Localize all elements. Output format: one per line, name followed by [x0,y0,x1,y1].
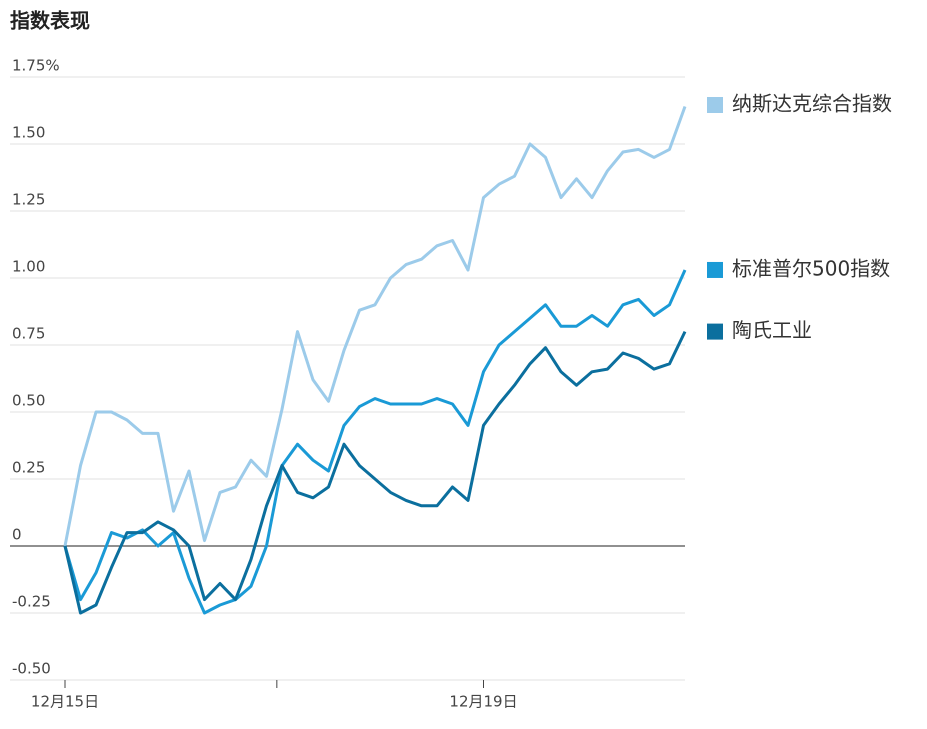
y-tick-label: 0.50 [12,392,45,410]
legend-swatch [707,97,723,113]
y-tick-label: 0 [12,526,22,544]
y-tick-label: 1.00 [12,258,45,276]
legend-label: 纳斯达克综合指数 [732,92,892,116]
y-tick-label: 0.25 [12,459,45,477]
y-tick-label: 0.75 [12,325,45,343]
chart-title: 指数表现 [10,9,90,33]
legend-swatch [707,261,723,278]
series-line [63,330,687,615]
series-line [63,105,687,547]
x-tick-label: 12月19日 [449,693,517,711]
y-tick-label: -0.50 [12,660,51,678]
series-line [63,269,687,615]
y-tick-label: -0.25 [12,593,51,611]
y-tick-label: 1.75% [12,57,60,75]
legend-label: 标准普尔500指数 [732,256,890,280]
legend-swatch [707,323,723,340]
y-tick-label: 1.50 [12,124,45,142]
legend-label: 陶氏工业 [732,318,812,342]
x-tick-label: 12月15日 [31,693,99,711]
y-tick-label: 1.25 [12,191,45,209]
